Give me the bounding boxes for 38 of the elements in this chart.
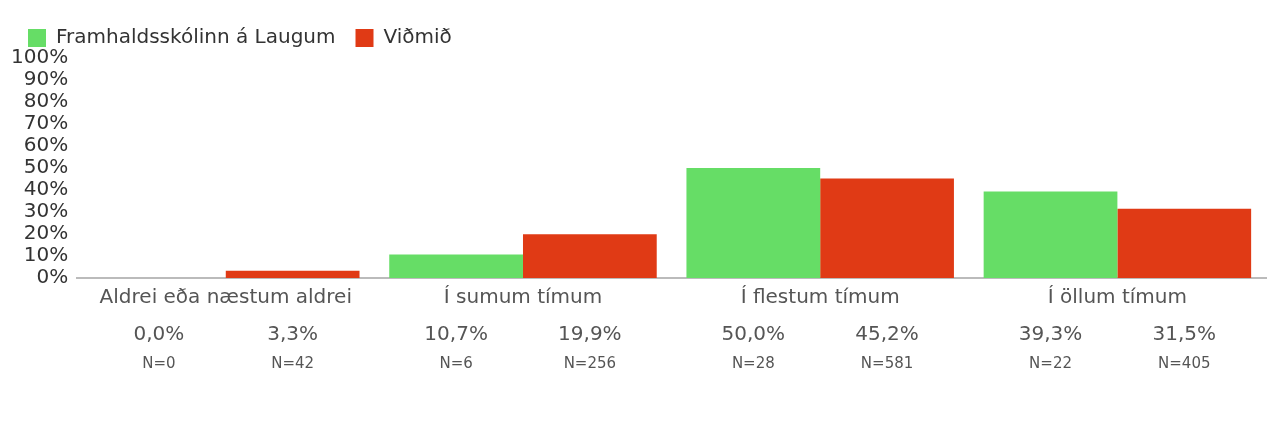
bar	[522, 234, 657, 278]
text: N=581	[860, 353, 914, 372]
text: N=405	[1158, 353, 1211, 372]
y-tick-label: 80%	[23, 88, 69, 113]
data-label: 3,3%	[267, 321, 319, 346]
data-label: 10,7%	[424, 321, 488, 346]
legend-label: Viðmið	[383, 24, 452, 49]
data-label: 39,3%	[1018, 321, 1083, 346]
data-label: 50,0%	[721, 321, 786, 346]
data-label: 45,2%	[855, 321, 919, 346]
bar	[983, 191, 1118, 278]
x-tick-label: Í öllum tímum	[1047, 284, 1187, 309]
text: N=0	[142, 353, 176, 372]
x-tick-label: Aldrei eða næstum aldrei	[99, 284, 352, 309]
x-tick-label: Í flestum tímum	[740, 284, 900, 309]
bar	[389, 254, 523, 278]
data-label: 0,0%	[133, 321, 185, 346]
y-tick-label: 70%	[23, 110, 69, 135]
data-label: 19,9%	[558, 321, 622, 346]
text: N=22	[1029, 353, 1072, 372]
y-tick-label: 90%	[23, 66, 69, 91]
y-tick-label: 30%	[23, 198, 69, 223]
x-tick-label: Í sumum tímum	[443, 284, 603, 309]
y-tick-label: 60%	[23, 132, 69, 157]
y-tick-label: 40%	[23, 176, 69, 201]
text: N=256	[563, 353, 617, 372]
y-tick-label: 20%	[23, 220, 69, 245]
text: N=6	[439, 353, 473, 372]
data-label: 31,5%	[1152, 321, 1217, 346]
bar	[225, 270, 360, 278]
bar	[820, 178, 954, 278]
y-tick-label: 10%	[23, 242, 69, 267]
bar	[1117, 208, 1252, 278]
bar	[686, 168, 821, 278]
text: N=42	[271, 353, 315, 372]
text: N=28	[731, 353, 775, 372]
y-tick-label: 0%	[36, 264, 69, 289]
y-tick-label: 50%	[23, 154, 69, 179]
